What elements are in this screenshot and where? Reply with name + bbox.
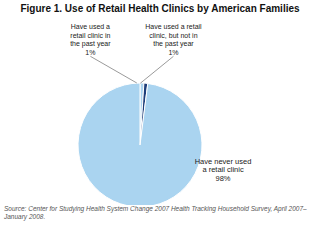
html-text:Source: Center for Studying He: Source: Center for Studying Health Syste… (4, 205, 307, 220)
html-text:Figure 1. Use of Retail Health: Figure 1. Use of Retail Health Clinics b… (20, 3, 300, 14)
svg-text:Have used a retailclinic, but: Have used a retailclinic, but not inthe … (145, 23, 202, 56)
svg-text:Have never useda retail clinic: Have never useda retail clinic98% (195, 157, 252, 183)
svg-text:Have used aretail clinic inthe: Have used aretail clinic inthe past year… (70, 23, 111, 56)
